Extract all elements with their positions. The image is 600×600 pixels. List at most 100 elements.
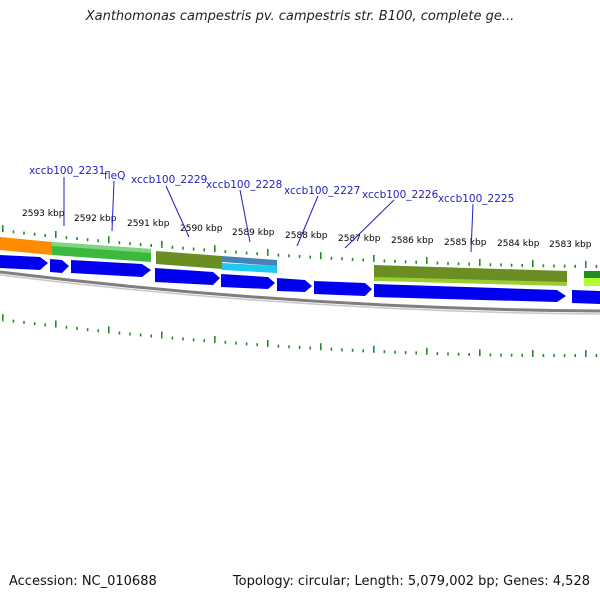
leader-line <box>344 199 395 249</box>
minor-tick <box>245 251 248 255</box>
leader-line <box>111 180 115 232</box>
gene-label[interactable]: xccb100_2225 <box>438 193 514 205</box>
minor-tick <box>33 232 36 236</box>
major-tick <box>585 350 587 358</box>
scale-label: 2592 kbp <box>74 214 117 224</box>
feature-green-light[interactable] <box>52 242 151 253</box>
minor-tick <box>574 354 576 358</box>
major-tick <box>532 260 534 268</box>
minor-tick <box>23 231 25 235</box>
major-tick <box>108 236 110 244</box>
major-tick <box>267 248 269 256</box>
major-tick <box>161 240 163 248</box>
minor-tick <box>288 345 290 349</box>
genome-info-text: Topology: circular; Length: 5,079,002 bp… <box>232 574 590 589</box>
minor-tick <box>383 259 386 263</box>
major-tick <box>320 343 322 351</box>
minor-tick <box>415 351 417 355</box>
cds-arrow[interactable] <box>155 268 220 285</box>
minor-tick <box>330 256 333 260</box>
gene-label[interactable]: fleQ <box>104 170 125 182</box>
minor-tick <box>447 352 449 356</box>
cds-arrow[interactable] <box>277 278 312 292</box>
minor-tick <box>235 250 237 254</box>
feature-track <box>0 237 600 286</box>
minor-tick <box>277 344 280 348</box>
scale-label: 2587 kbp <box>338 234 381 244</box>
feature-steel[interactable] <box>222 256 277 266</box>
minor-tick <box>12 230 15 234</box>
scale-label: 2591 kbp <box>127 219 170 229</box>
cds-arrow[interactable] <box>572 290 600 304</box>
minor-tick <box>468 353 470 356</box>
minor-tick <box>510 353 513 357</box>
cds-arrow[interactable] <box>221 274 275 289</box>
minor-tick <box>542 264 545 268</box>
minor-tick <box>139 333 142 337</box>
major-tick <box>479 258 481 266</box>
minor-tick <box>97 239 99 243</box>
minor-tick <box>447 261 449 265</box>
cds-arrow[interactable] <box>71 260 151 277</box>
feature-olive-long-bottom[interactable] <box>374 277 567 286</box>
minor-tick <box>309 255 311 259</box>
minor-tick <box>203 339 205 343</box>
minor-tick <box>288 254 290 258</box>
feature-cyan[interactable] <box>222 263 277 273</box>
scale-label: 2586 kbp <box>391 236 434 246</box>
gene-label[interactable]: xccb100_2227 <box>284 185 360 197</box>
minor-tick <box>309 346 311 350</box>
feature-orange[interactable] <box>0 237 52 255</box>
cds-arrow[interactable] <box>0 255 48 270</box>
minor-tick <box>489 353 492 357</box>
minor-tick <box>489 263 492 267</box>
feature-green-edge[interactable] <box>584 271 600 278</box>
feature-olive[interactable] <box>156 251 222 269</box>
minor-tick <box>129 242 131 246</box>
minor-tick <box>383 350 386 354</box>
major-tick <box>108 326 110 334</box>
backbone-shadow <box>0 274 600 315</box>
minor-tick <box>277 253 280 257</box>
cds-arrow[interactable] <box>50 259 69 273</box>
major-tick <box>267 339 269 347</box>
major-tick <box>161 331 163 339</box>
scale-labels: 2593 kbp 2592 kbp 2591 kbp 2590 kbp 2589… <box>22 209 592 250</box>
minor-tick <box>86 328 89 332</box>
minor-tick <box>76 327 78 330</box>
minor-tick <box>563 354 566 358</box>
minor-tick <box>192 338 195 342</box>
gene-label[interactable]: xccb100_2228 <box>206 179 282 191</box>
minor-tick <box>129 332 131 336</box>
feature-lime-edge[interactable] <box>584 278 600 286</box>
minor-tick <box>553 264 555 268</box>
major-tick <box>585 260 587 268</box>
minor-tick <box>362 258 364 262</box>
cds-arrow[interactable] <box>374 284 566 302</box>
minor-tick <box>256 252 258 256</box>
backbone-line <box>0 270 600 313</box>
scale-label: 2585 kbp <box>444 238 487 248</box>
scale-ticks-upper <box>2 225 598 268</box>
minor-tick <box>182 337 184 341</box>
cds-arrow[interactable] <box>314 281 372 296</box>
minor-tick <box>595 265 598 268</box>
gene-label[interactable]: xccb100_2226 <box>362 189 439 201</box>
accession-text: Accession: NC_010688 <box>9 574 157 589</box>
minor-tick <box>298 345 301 349</box>
cds-track <box>0 255 600 304</box>
minor-tick <box>510 263 513 267</box>
minor-tick <box>341 348 343 352</box>
minor-tick <box>224 340 227 344</box>
minor-tick <box>44 323 46 327</box>
minor-tick <box>192 247 195 251</box>
minor-tick <box>118 241 121 245</box>
minor-tick <box>97 329 99 333</box>
major-tick <box>214 336 216 343</box>
gene-label[interactable]: xccb100_2231 <box>29 165 105 177</box>
minor-tick <box>553 354 555 358</box>
minor-tick <box>23 320 25 324</box>
minor-tick <box>12 319 15 323</box>
gene-label[interactable]: xccb100_2229 <box>131 174 207 186</box>
scale-label: 2589 kbp <box>232 228 275 238</box>
